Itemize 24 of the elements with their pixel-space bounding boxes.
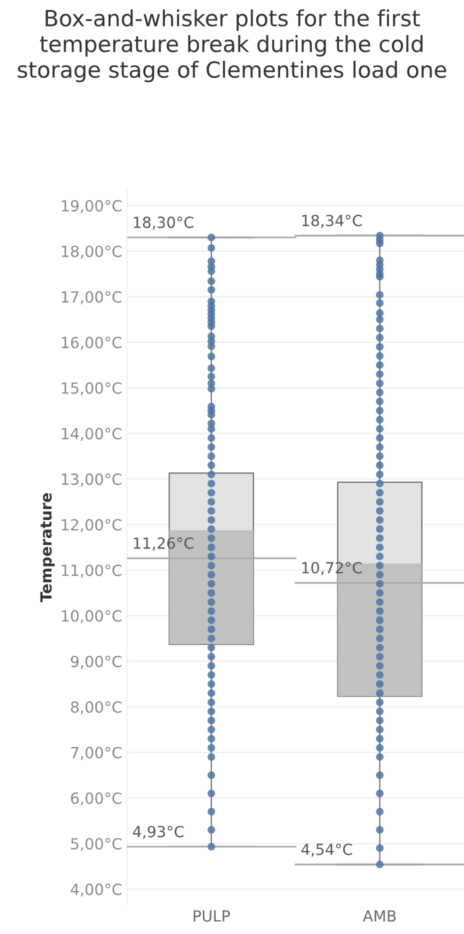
y-tick-label: 7,00°C (71, 746, 122, 760)
annotation: 18,30°C (134, 216, 194, 230)
annotation: 18,34°C (302, 214, 362, 228)
y-tick-label: 13,00°C (62, 473, 122, 487)
x-tick-label: AMB (362, 910, 396, 922)
y-tick-label: 11,00°C (62, 564, 122, 578)
annotation: 4,54°C (301, 844, 352, 857)
y-axis-title: Temperature (40, 493, 55, 602)
y-tick-label: 16,00°C (62, 336, 122, 350)
y-tick-label: 14,00°C (62, 428, 122, 441)
y-tick-label: 18,00°C (62, 246, 122, 259)
y-tick-label: 9,00°C (70, 656, 122, 669)
y-tick-label: 15,00°C (62, 382, 122, 396)
x-tick-label: PULP (194, 910, 230, 922)
chart-title: Box-and-whisker plots for the first temperature break during the cold storage stage of Clementines load one (18, 9, 446, 82)
y-tick-label: 8,00°C (70, 701, 122, 714)
y-tick-label: 12,00°C (62, 519, 122, 532)
y-tick-label: 10,00°C (62, 610, 122, 624)
y-tick-label: 17,00°C (62, 291, 122, 304)
annotation: 4,93°C (132, 826, 184, 839)
y-tick-label: 19,00°C (62, 200, 122, 214)
y-tick-label: 6,00°C (71, 792, 122, 806)
y-tick-label: 4,00°C (70, 884, 122, 897)
y-tick-label: 5,00°C (71, 838, 122, 852)
